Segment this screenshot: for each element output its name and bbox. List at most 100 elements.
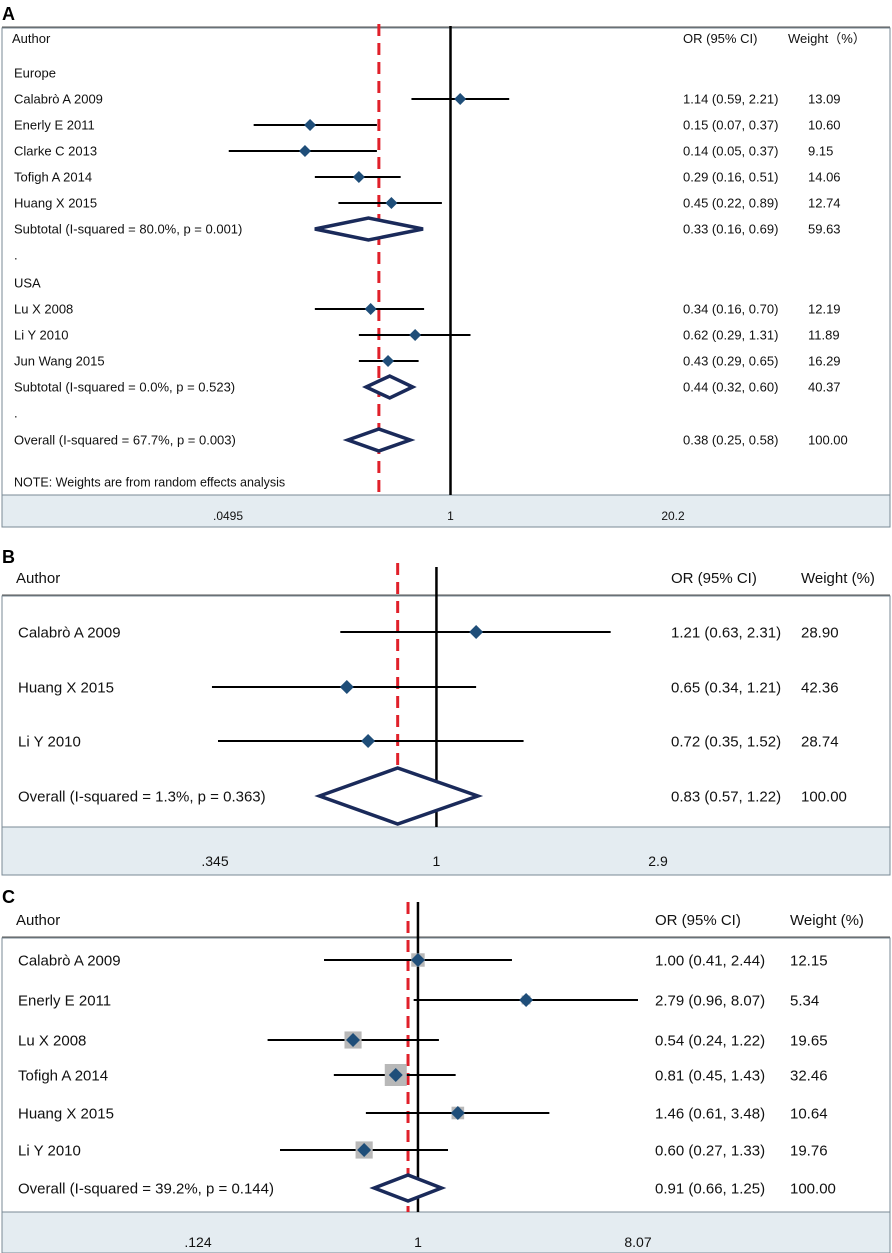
point-estimate-marker — [364, 303, 377, 315]
point-estimate-marker — [361, 734, 376, 748]
point-estimate-marker — [298, 145, 311, 157]
header-or: OR (95% CI) — [655, 912, 741, 929]
or-ci-value: 0.83 (0.57, 1.22) — [671, 788, 781, 805]
x-tick-label: 1 — [414, 1234, 422, 1250]
or-ci-value: 0.65 (0.34, 1.21) — [671, 679, 781, 696]
point-estimate-marker — [450, 1106, 465, 1120]
study-label: Tofigh A 2014 — [14, 170, 92, 185]
plot-frame — [1, 937, 891, 1213]
point-estimate-marker — [382, 355, 395, 367]
point-estimate-marker — [385, 197, 398, 209]
x-tick-label: .124 — [184, 1234, 211, 1250]
or-ci-value: 0.34 (0.16, 0.70) — [683, 302, 778, 317]
overall-label: Overall (I-squared = 39.2%, p = 0.144) — [18, 1180, 274, 1197]
axis-band — [1, 1211, 891, 1253]
weight-value: 13.09 — [808, 92, 841, 107]
or-ci-value: 2.79 (0.96, 8.07) — [655, 992, 765, 1009]
point-estimate-marker — [352, 171, 365, 183]
weight-value: 16.29 — [808, 354, 841, 369]
study-label: Lu X 2008 — [18, 1032, 86, 1049]
weight-value: 32.46 — [790, 1067, 828, 1084]
pooled-diamond — [362, 374, 417, 400]
study-label: Huang X 2015 — [18, 679, 114, 696]
or-ci-value: 0.81 (0.45, 1.43) — [655, 1067, 765, 1084]
panel-label: B — [2, 547, 15, 567]
header-author: Author — [16, 570, 60, 587]
or-ci-value: 0.44 (0.32, 0.60) — [683, 380, 778, 395]
study-label: Li Y 2010 — [18, 1142, 81, 1159]
or-ci-value: 0.91 (0.66, 1.25) — [655, 1180, 765, 1197]
subtotal-label: Subtotal (I-squared = 0.0%, p = 0.523) — [14, 380, 235, 395]
weight-value: 10.64 — [790, 1105, 828, 1122]
text-label: . — [14, 248, 18, 263]
x-tick-label: 20.2 — [661, 509, 685, 523]
x-tick-label: 2.9 — [648, 853, 668, 869]
axis-band — [1, 826, 891, 876]
panel-label: C — [2, 887, 15, 907]
or-ci-value: 0.72 (0.35, 1.52) — [671, 733, 781, 750]
weight-value: 14.06 — [808, 170, 841, 185]
point-estimate-marker — [454, 93, 467, 105]
or-ci-value: 1.14 (0.59, 2.21) — [683, 92, 778, 107]
or-ci-value: 1.21 (0.63, 2.31) — [671, 624, 781, 641]
plot-frame — [1, 595, 891, 828]
weight-value: 40.37 — [808, 380, 841, 395]
subtotal-label: Subtotal (I-squared = 80.0%, p = 0.001) — [14, 222, 242, 237]
point-estimate-marker — [469, 625, 484, 639]
study-label: Huang X 2015 — [14, 196, 97, 211]
weight-value: 42.36 — [801, 679, 839, 696]
pooled-diamond — [342, 427, 416, 453]
study-label: Calabrò A 2009 — [18, 952, 121, 969]
x-tick-label: .345 — [201, 853, 228, 869]
group-label: Europe — [14, 66, 56, 81]
header-weight: Weight (%) — [790, 912, 864, 929]
study-label: Li Y 2010 — [18, 733, 81, 750]
study-label: Lu X 2008 — [14, 302, 73, 317]
header-author: Author — [12, 31, 51, 46]
or-ci-value: 1.46 (0.61, 3.48) — [655, 1105, 765, 1122]
study-label: Jun Wang 2015 — [14, 354, 105, 369]
weight-value: 19.65 — [790, 1032, 828, 1049]
or-ci-value: 1.00 (0.41, 2.44) — [655, 952, 765, 969]
weight-value: 12.19 — [808, 302, 841, 317]
point-estimate-marker — [409, 329, 422, 341]
weight-value: 11.89 — [808, 328, 840, 343]
weight-value: 12.15 — [790, 952, 828, 969]
or-ci-value: 0.14 (0.05, 0.37) — [683, 144, 778, 159]
header-weight: Weight (%) — [801, 570, 875, 587]
axis-band — [1, 494, 891, 528]
study-label: Enerly E 2011 — [14, 118, 95, 133]
weight-value: 100.00 — [801, 788, 847, 805]
header-weight: Weight（%） — [788, 31, 866, 46]
weight-value: 5.34 — [790, 992, 819, 1009]
weight-value: 10.60 — [808, 118, 841, 133]
overall-label: Overall (I-squared = 67.7%, p = 0.003) — [14, 433, 236, 448]
weight-value: 19.76 — [790, 1142, 828, 1159]
overall-label: Overall (I-squared = 1.3%, p = 0.363) — [18, 788, 266, 805]
weight-value: 28.74 — [801, 733, 839, 750]
or-ci-value: 0.60 (0.27, 1.33) — [655, 1142, 765, 1159]
study-label: Li Y 2010 — [14, 328, 68, 343]
pooled-diamond — [314, 766, 484, 826]
or-ci-value: 0.29 (0.16, 0.51) — [683, 170, 778, 185]
point-estimate-marker — [339, 680, 354, 694]
or-ci-value: 0.38 (0.25, 0.58) — [683, 433, 778, 448]
weight-value: 100.00 — [808, 433, 848, 448]
study-label: Calabrò A 2009 — [14, 92, 103, 107]
or-ci-value: 0.54 (0.24, 1.22) — [655, 1032, 765, 1049]
weight-value: 9.15 — [808, 144, 833, 159]
x-tick-label: .0495 — [213, 509, 243, 523]
or-ci-value: 0.33 (0.16, 0.69) — [683, 222, 778, 237]
or-ci-value: 0.15 (0.07, 0.37) — [683, 118, 778, 133]
pooled-diamond — [314, 216, 424, 242]
panel-label: A — [2, 4, 15, 24]
point-estimate-marker — [304, 119, 317, 131]
group-label: USA — [14, 276, 41, 291]
weight-value: 12.74 — [808, 196, 841, 211]
header-or: OR (95% CI) — [671, 570, 757, 587]
study-label: Tofigh A 2014 — [18, 1067, 108, 1084]
point-estimate-marker — [519, 993, 534, 1007]
weight-value: 28.90 — [801, 624, 839, 641]
text-label: . — [14, 406, 18, 421]
